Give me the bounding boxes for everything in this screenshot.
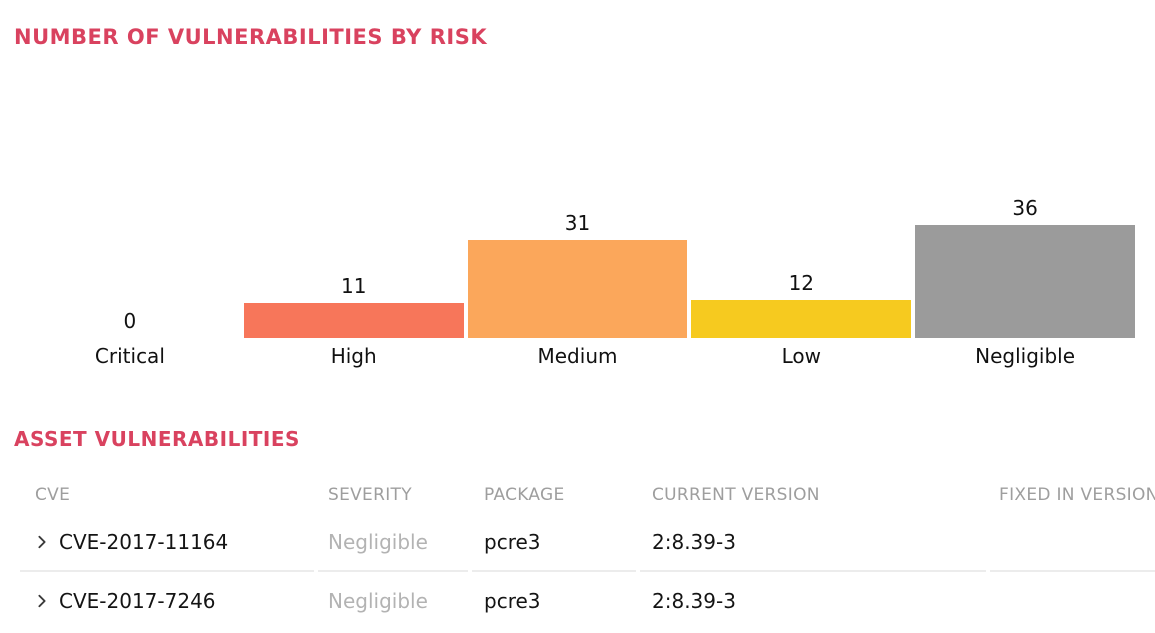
bar-value-medium: 31	[564, 211, 591, 235]
chart-column-high: 11 High	[242, 56, 466, 370]
bar-category-label-critical: Critical	[94, 344, 165, 368]
chevron-right-icon[interactable]	[35, 535, 49, 549]
bar-low	[691, 300, 912, 338]
cell-current_version: 2:8.39-3	[640, 570, 986, 629]
chart-section-title: NUMBER OF VULNERABILITIES BY RISK	[14, 25, 488, 49]
cell-fixed_in_version	[990, 513, 1155, 570]
bar-value-high: 11	[340, 274, 367, 298]
vulnerability-table: CVE SEVERITY PACKAGE CURRENT VERSION FIXED I…	[20, 477, 1155, 629]
table-section-title: ASSET VULNERABILITIES	[14, 427, 300, 451]
bar-high	[243, 303, 464, 338]
chart-column-low: 12 Low	[689, 56, 913, 370]
bar-category-label-medium: Medium	[537, 344, 618, 368]
cell-current_version: 2:8.39-3	[652, 529, 736, 554]
cell-severity: Negligible	[328, 529, 428, 554]
chart-column-critical: 0 Critical	[18, 56, 242, 370]
chevron-right-icon[interactable]	[35, 594, 49, 608]
bar-medium	[467, 240, 688, 338]
column-header-severity: SEVERITY	[328, 485, 412, 505]
column-header-current_version: CURRENT VERSION	[652, 485, 820, 505]
cell-fixed_in_version	[990, 570, 1155, 629]
bar-category-label-low: Low	[781, 344, 821, 368]
row-cve-CVE-2017-11164[interactable]: CVE-2017-11164	[20, 513, 314, 570]
bar-category-label-negligible: Negligible	[975, 344, 1076, 368]
row-cve-CVE-2017-7246[interactable]: CVE-2017-7246	[20, 570, 314, 629]
risk-bar-chart: 0 Critical 11 High 31 Medium 12 Low 36 Negligible	[18, 56, 1137, 370]
bar-value-low: 12	[788, 271, 815, 295]
bar-value-negligible: 36	[1012, 196, 1038, 220]
chart-column-medium: 31 Medium	[466, 56, 690, 370]
cell-package: pcre3	[484, 529, 541, 554]
cve-id-text: CVE-2017-7246	[59, 588, 216, 613]
chart-column-negligible: 36 Negligible	[913, 56, 1137, 370]
cell-severity: Negligible	[318, 570, 468, 629]
bar-category-label-high: High	[330, 344, 377, 368]
column-header-package: PACKAGE	[484, 485, 565, 505]
column-header-cve: CVE	[35, 485, 71, 505]
cell-package: pcre3	[472, 570, 636, 629]
bar-value-critical: 0	[123, 309, 137, 333]
bar-negligible	[915, 225, 1135, 338]
cve-id-text: CVE-2017-11164	[59, 529, 229, 554]
column-header-fixed_in_version: FIXED IN VERSION	[999, 485, 1155, 505]
